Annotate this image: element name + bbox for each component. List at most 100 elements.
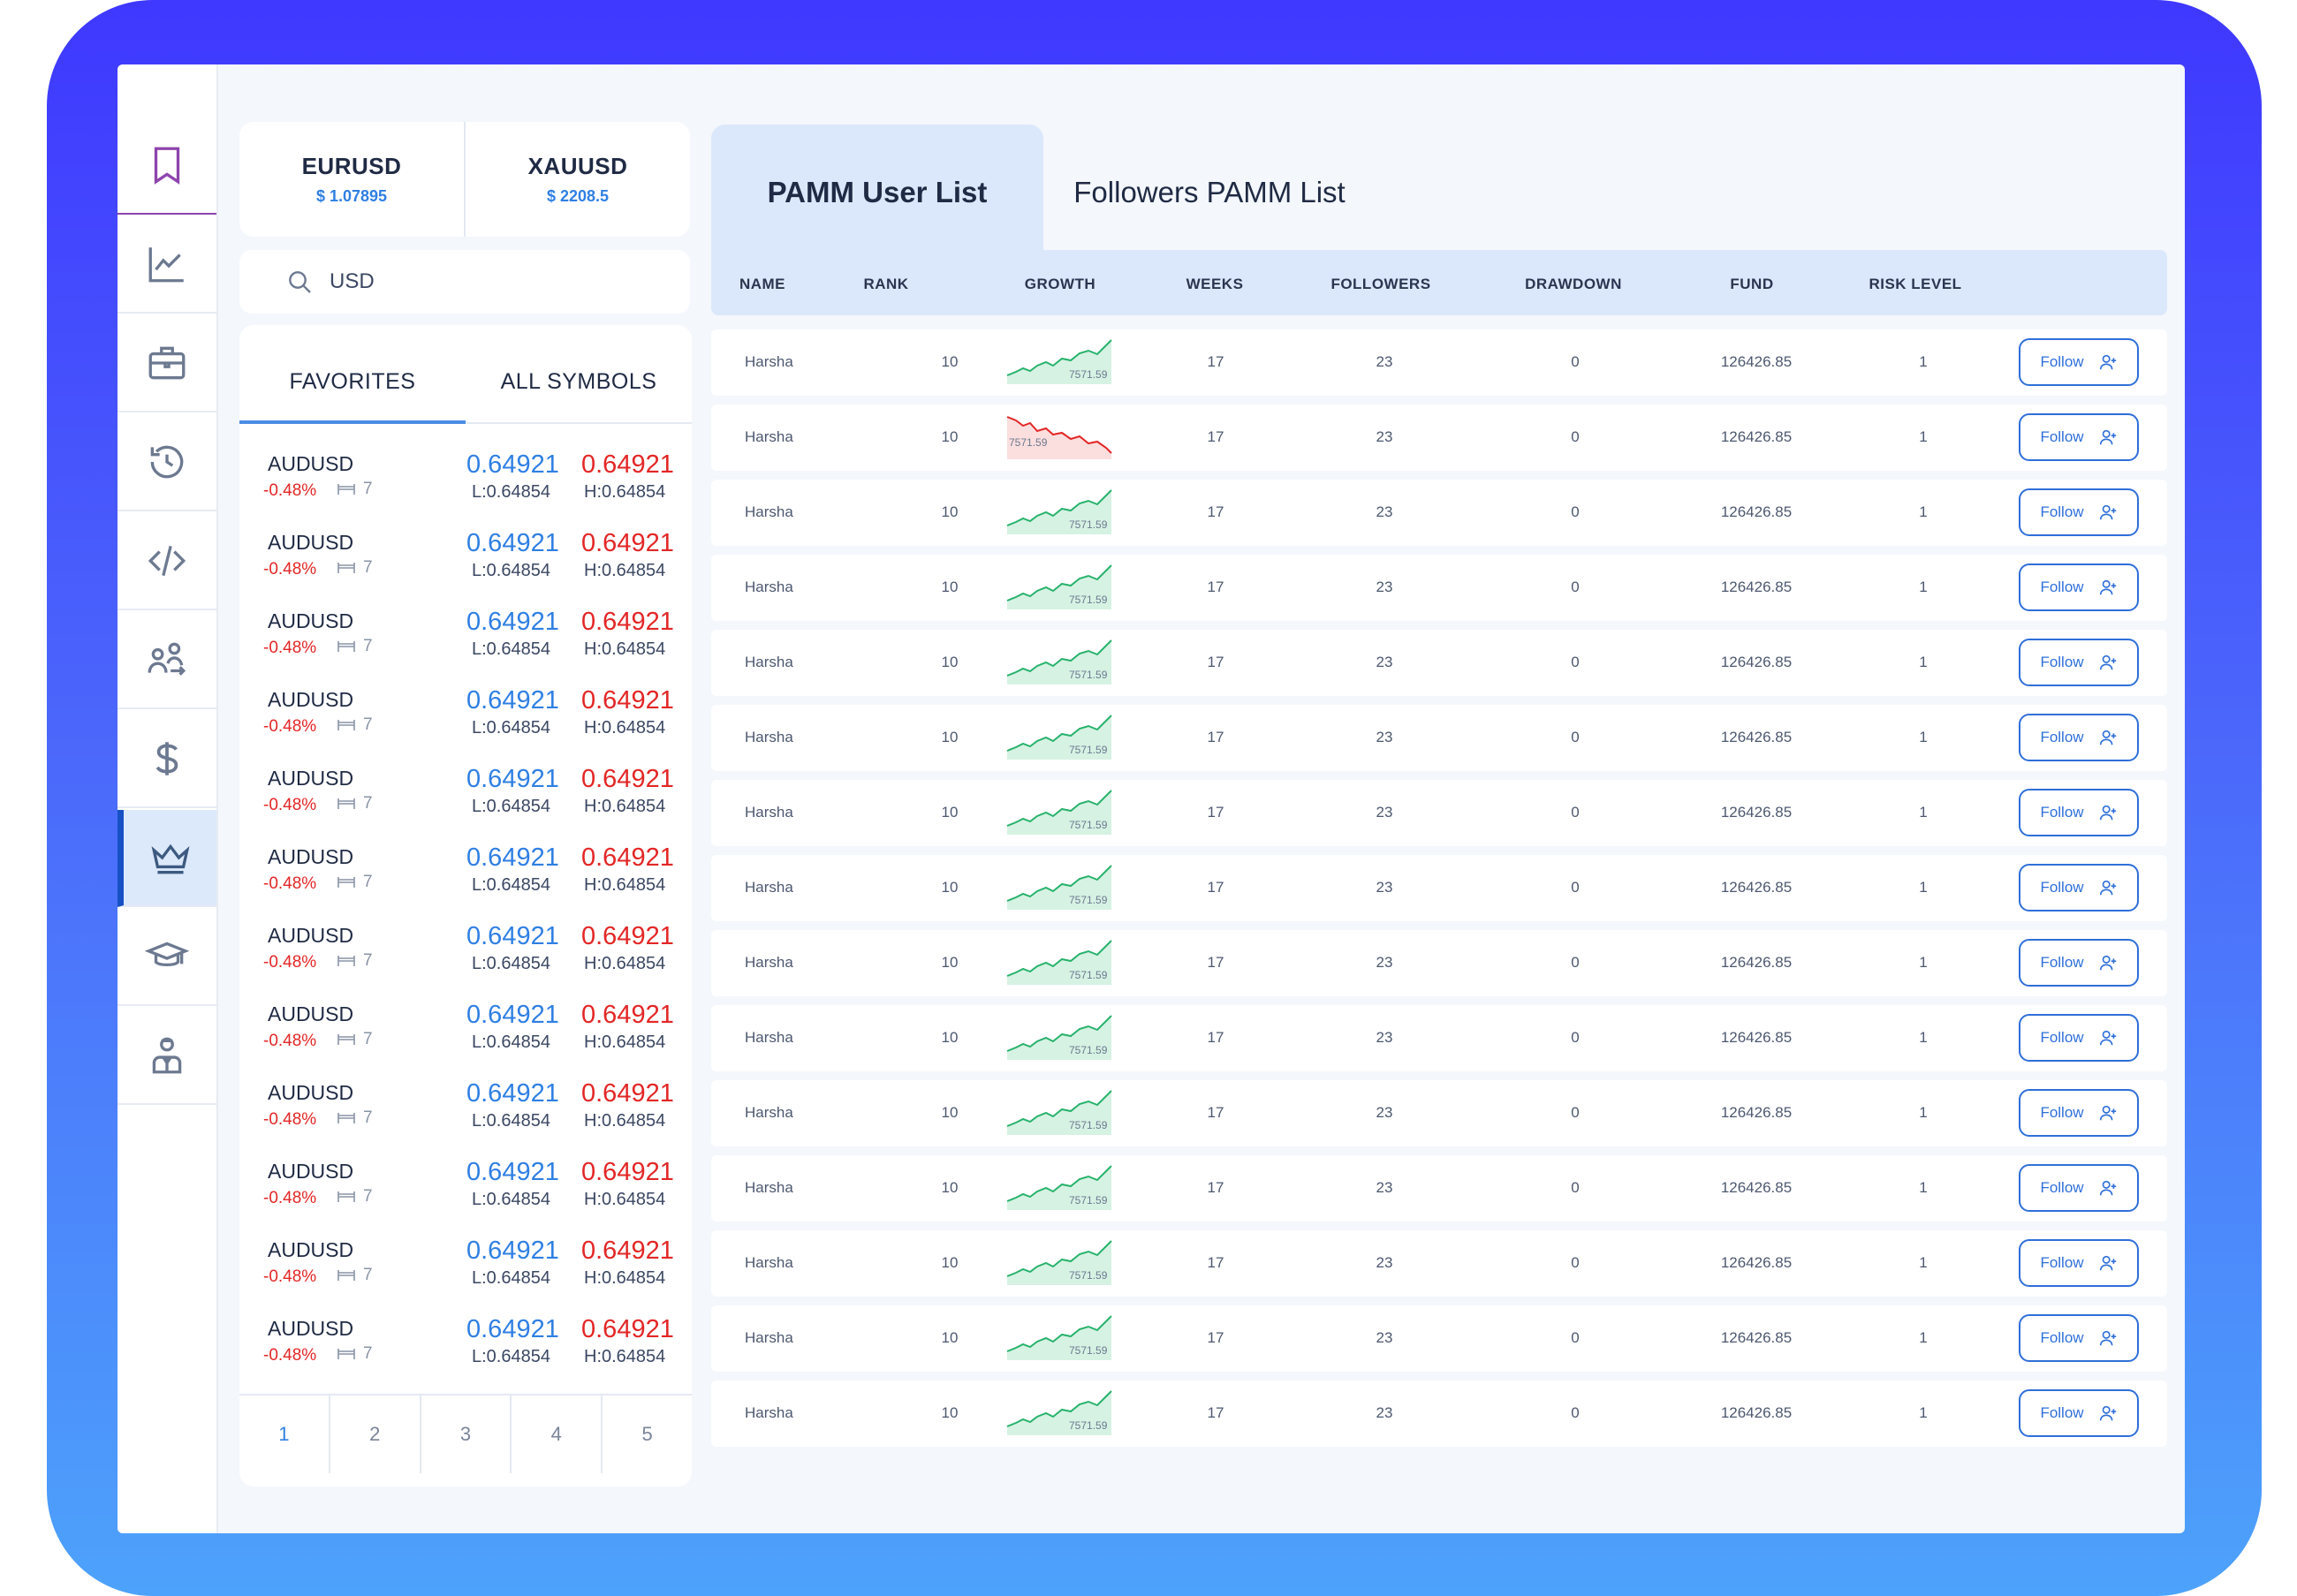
follow-button[interactable]: Follow xyxy=(2019,1014,2139,1062)
trader-name[interactable]: Harsha xyxy=(745,579,793,595)
symbol-ask[interactable]: 0.64921 xyxy=(581,1079,674,1108)
follow-button[interactable]: Follow xyxy=(2019,864,2139,911)
trader-name[interactable]: Harsha xyxy=(745,729,793,745)
trader-name[interactable]: Harsha xyxy=(745,879,793,896)
follow-button[interactable]: Follow xyxy=(2019,789,2139,836)
trader-name[interactable]: Harsha xyxy=(745,353,793,370)
sidebar-item-api[interactable] xyxy=(118,513,216,610)
symbol-row[interactable]: AUDUSD-0.48%70.649210.64921L:0.64854H:0.… xyxy=(239,1367,692,1396)
symbol-ask[interactable]: 0.64921 xyxy=(581,1001,674,1029)
page-3[interactable]: 3 xyxy=(419,1396,511,1473)
page-2[interactable]: 2 xyxy=(328,1396,420,1473)
tab-all-symbols[interactable]: ALL SYMBOLS xyxy=(500,368,657,394)
trader-name[interactable]: Harsha xyxy=(745,503,793,520)
tab-followers-pamm-list[interactable]: Followers PAMM List xyxy=(1073,176,1346,208)
symbol-bid[interactable]: 0.64921 xyxy=(466,686,559,715)
page-1[interactable]: 1 xyxy=(278,1423,290,1445)
trader-name[interactable]: Harsha xyxy=(745,1254,793,1271)
weeks-cell: 17 xyxy=(1207,804,1224,821)
follow-button[interactable]: Follow xyxy=(2019,1314,2139,1362)
symbol-bid[interactable]: 0.64921 xyxy=(466,1158,559,1186)
sidebar-item-bookmarks[interactable] xyxy=(118,117,216,215)
symbol-ask[interactable]: 0.64921 xyxy=(581,1315,674,1343)
quote-card[interactable]: EURUSD $ 1.07895 xyxy=(239,122,464,237)
trader-name[interactable]: Harsha xyxy=(745,654,793,670)
followers-cell: 23 xyxy=(1376,1029,1393,1046)
sidebar-item-copy-trading[interactable] xyxy=(118,612,216,709)
symbol-bid[interactable]: 0.64921 xyxy=(466,765,559,793)
trader-name[interactable]: Harsha xyxy=(745,954,793,971)
trader-name[interactable]: Harsha xyxy=(745,428,793,445)
symbol-bid[interactable]: 0.64921 xyxy=(466,1315,559,1343)
risk-level-cell: 1 xyxy=(1919,1329,1928,1346)
follow-button[interactable]: Follow xyxy=(2019,714,2139,761)
symbol-ask[interactable]: 0.64921 xyxy=(581,1158,674,1186)
symbol-bid[interactable]: 0.64921 xyxy=(466,843,559,872)
trader-name[interactable]: Harsha xyxy=(745,1329,793,1346)
sidebar-item-education[interactable] xyxy=(118,909,216,1006)
tab-favorites[interactable]: FAVORITES xyxy=(239,325,466,424)
quote-card[interactable]: XAUUSD $ 2208.5 xyxy=(464,122,690,237)
trader-name[interactable]: Harsha xyxy=(745,1179,793,1196)
symbol-bid[interactable]: 0.64921 xyxy=(466,1001,559,1029)
follow-button[interactable]: Follow xyxy=(2019,1239,2139,1287)
follow-button[interactable]: Follow xyxy=(2019,564,2139,611)
quote-symbol: XAUUSD xyxy=(527,153,628,179)
symbol-ask[interactable]: 0.64921 xyxy=(581,450,674,479)
trader-name[interactable]: Harsha xyxy=(745,1404,793,1421)
follow-button[interactable]: Follow xyxy=(2019,1389,2139,1437)
symbol-ask[interactable]: 0.64921 xyxy=(581,765,674,793)
table-row: Harsha 10 17 23 0 126426.85 1 7571.59 Follow xyxy=(711,555,2167,621)
sidebar-item-chart[interactable] xyxy=(118,216,216,314)
sidebar-item-portfolio[interactable] xyxy=(118,315,216,412)
symbol-bid[interactable]: 0.64921 xyxy=(466,608,559,636)
symbol-bid[interactable]: 0.64921 xyxy=(466,450,559,479)
symbol-low: L:0.64854 xyxy=(472,875,550,895)
page-5[interactable]: 5 xyxy=(601,1396,692,1473)
symbol-ask[interactable]: 0.64921 xyxy=(581,1237,674,1265)
symbol-ask[interactable]: 0.64921 xyxy=(581,608,674,636)
follow-button[interactable]: Follow xyxy=(2019,1164,2139,1212)
weeks-cell: 17 xyxy=(1207,654,1224,670)
sidebar xyxy=(118,64,218,1533)
symbol-bid[interactable]: 0.64921 xyxy=(466,922,559,950)
symbol-name: AUDUSD xyxy=(268,1002,354,1025)
page-4[interactable]: 4 xyxy=(510,1396,601,1473)
follow-button[interactable]: Follow xyxy=(2019,338,2139,386)
follow-button[interactable]: Follow xyxy=(2019,413,2139,461)
symbol-ask[interactable]: 0.64921 xyxy=(581,843,674,872)
tab-pamm-user-list[interactable]: PAMM User List xyxy=(711,125,1043,266)
sidebar-item-pamm[interactable] xyxy=(118,810,216,907)
follow-button[interactable]: Follow xyxy=(2019,939,2139,987)
symbol-bid[interactable]: 0.64921 xyxy=(466,529,559,557)
sidebar-item-history[interactable] xyxy=(118,414,216,511)
trader-name[interactable]: Harsha xyxy=(745,1029,793,1046)
sidebar-item-funds[interactable] xyxy=(118,711,216,808)
symbol-ask[interactable]: 0.64921 xyxy=(581,686,674,715)
follow-button[interactable]: Follow xyxy=(2019,639,2139,686)
follow-label: Follow xyxy=(2040,579,2084,595)
follow-button[interactable]: Follow xyxy=(2019,1089,2139,1137)
trader-name[interactable]: Harsha xyxy=(745,1104,793,1121)
symbol-bid[interactable]: 0.64921 xyxy=(466,1079,559,1108)
follow-button[interactable]: Follow xyxy=(2019,488,2139,536)
symbol-change: -0.48% xyxy=(263,953,317,972)
trader-name[interactable]: Harsha xyxy=(745,804,793,821)
search-input[interactable] xyxy=(330,269,665,294)
sidebar-item-account-manager[interactable] xyxy=(118,1008,216,1105)
symbol-bid[interactable]: 0.64921 xyxy=(466,1237,559,1265)
symbol-ask[interactable]: 0.64921 xyxy=(581,529,674,557)
symbol-ask[interactable]: 0.64921 xyxy=(581,922,674,950)
